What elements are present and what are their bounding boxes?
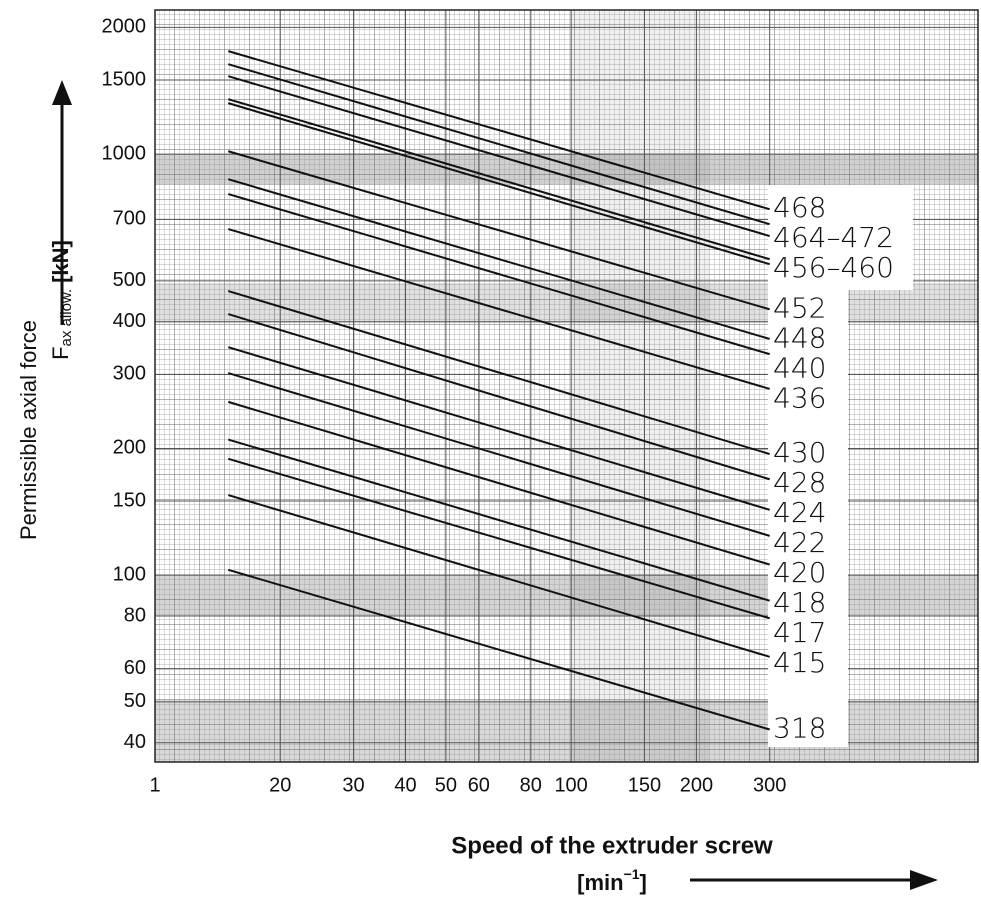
plot-frame	[154, 9, 979, 763]
y-tick-label: 150	[113, 489, 146, 511]
line-label: 420	[773, 556, 826, 589]
line-label: 418	[773, 586, 826, 619]
y-tick-label: 2000	[102, 16, 147, 38]
line-label: 436	[773, 381, 826, 414]
y-axis-unit: Fax allow.[kN]	[48, 240, 75, 360]
line-label: 430	[773, 436, 826, 469]
label-box	[768, 185, 913, 290]
series-line	[227, 193, 770, 356]
x-tick-label: 20	[269, 774, 291, 796]
series-line	[227, 150, 770, 311]
x-unit-exponent: −1	[624, 866, 640, 882]
series-line	[227, 228, 770, 390]
y-tick-label: 60	[124, 657, 146, 679]
y-tick-label: 500	[113, 269, 146, 291]
series-line	[227, 178, 770, 340]
y-tick-label: 200	[113, 437, 146, 459]
series-line	[227, 346, 770, 511]
y-tick-label: 700	[113, 208, 146, 230]
series-line	[227, 98, 770, 261]
line-label: 417	[773, 616, 826, 649]
x-tick-label: 80	[520, 774, 542, 796]
x-tick-label: 30	[342, 774, 364, 796]
graph-paper	[155, 10, 978, 762]
y-tick-label: 400	[113, 310, 146, 332]
x-tick-label: 150	[628, 774, 661, 796]
series-line	[227, 372, 770, 537]
label-box	[768, 290, 848, 747]
y-tick-label: 100	[113, 563, 146, 585]
x-unit: [min	[577, 870, 623, 895]
line-label: 424	[773, 496, 826, 529]
line-label: 456–460	[773, 251, 894, 284]
x-tick-label: 50	[435, 774, 457, 796]
y-unit: [kN]	[48, 240, 73, 283]
line-label: 422	[773, 526, 826, 559]
x-tick-label: 200	[680, 774, 713, 796]
series-line	[227, 313, 770, 481]
x-arrow	[690, 870, 938, 890]
line-label: 452	[773, 291, 826, 324]
series-line	[227, 75, 770, 238]
x-tick-label: 40	[394, 774, 416, 796]
x-tick-label: 100	[554, 774, 587, 796]
series-line	[227, 63, 770, 226]
line-label: 468	[773, 191, 826, 224]
series-line	[227, 494, 770, 658]
y-tick-label: 80	[124, 604, 146, 626]
line-label: 428	[773, 466, 826, 499]
y-tick-label: 300	[113, 363, 146, 385]
series-line	[227, 400, 770, 566]
line-label: 318	[773, 712, 826, 745]
x-axis-unit: [min−1]	[577, 866, 647, 895]
y-axis-title: Permissible axial force	[16, 320, 41, 540]
x-tick-label: 1	[149, 774, 160, 796]
y-symbol: F	[48, 346, 73, 359]
x-tick-label: 300	[753, 774, 786, 796]
series-line	[227, 568, 770, 731]
line-label: 448	[773, 321, 826, 354]
y-tick-label: 40	[124, 731, 146, 753]
x-axis-title: Speed of the extruder screw	[451, 832, 773, 859]
line-label: 440	[773, 351, 826, 384]
y-tick-label: 1500	[102, 68, 147, 90]
series-line	[227, 438, 770, 602]
y-tick-label: 50	[124, 690, 146, 712]
y-tick-label: 1000	[102, 142, 147, 164]
series-line	[227, 290, 770, 455]
series-line	[227, 457, 770, 620]
series-line	[227, 50, 770, 211]
line-label: 464–472	[773, 221, 894, 254]
x-tick-label: 60	[468, 774, 490, 796]
y-arrow	[52, 80, 72, 325]
line-label: 415	[773, 646, 826, 679]
series-line	[227, 102, 770, 266]
content: 4050608010015020030040050070010001500200…	[102, 16, 894, 797]
x-unit-close: ]	[640, 870, 647, 895]
